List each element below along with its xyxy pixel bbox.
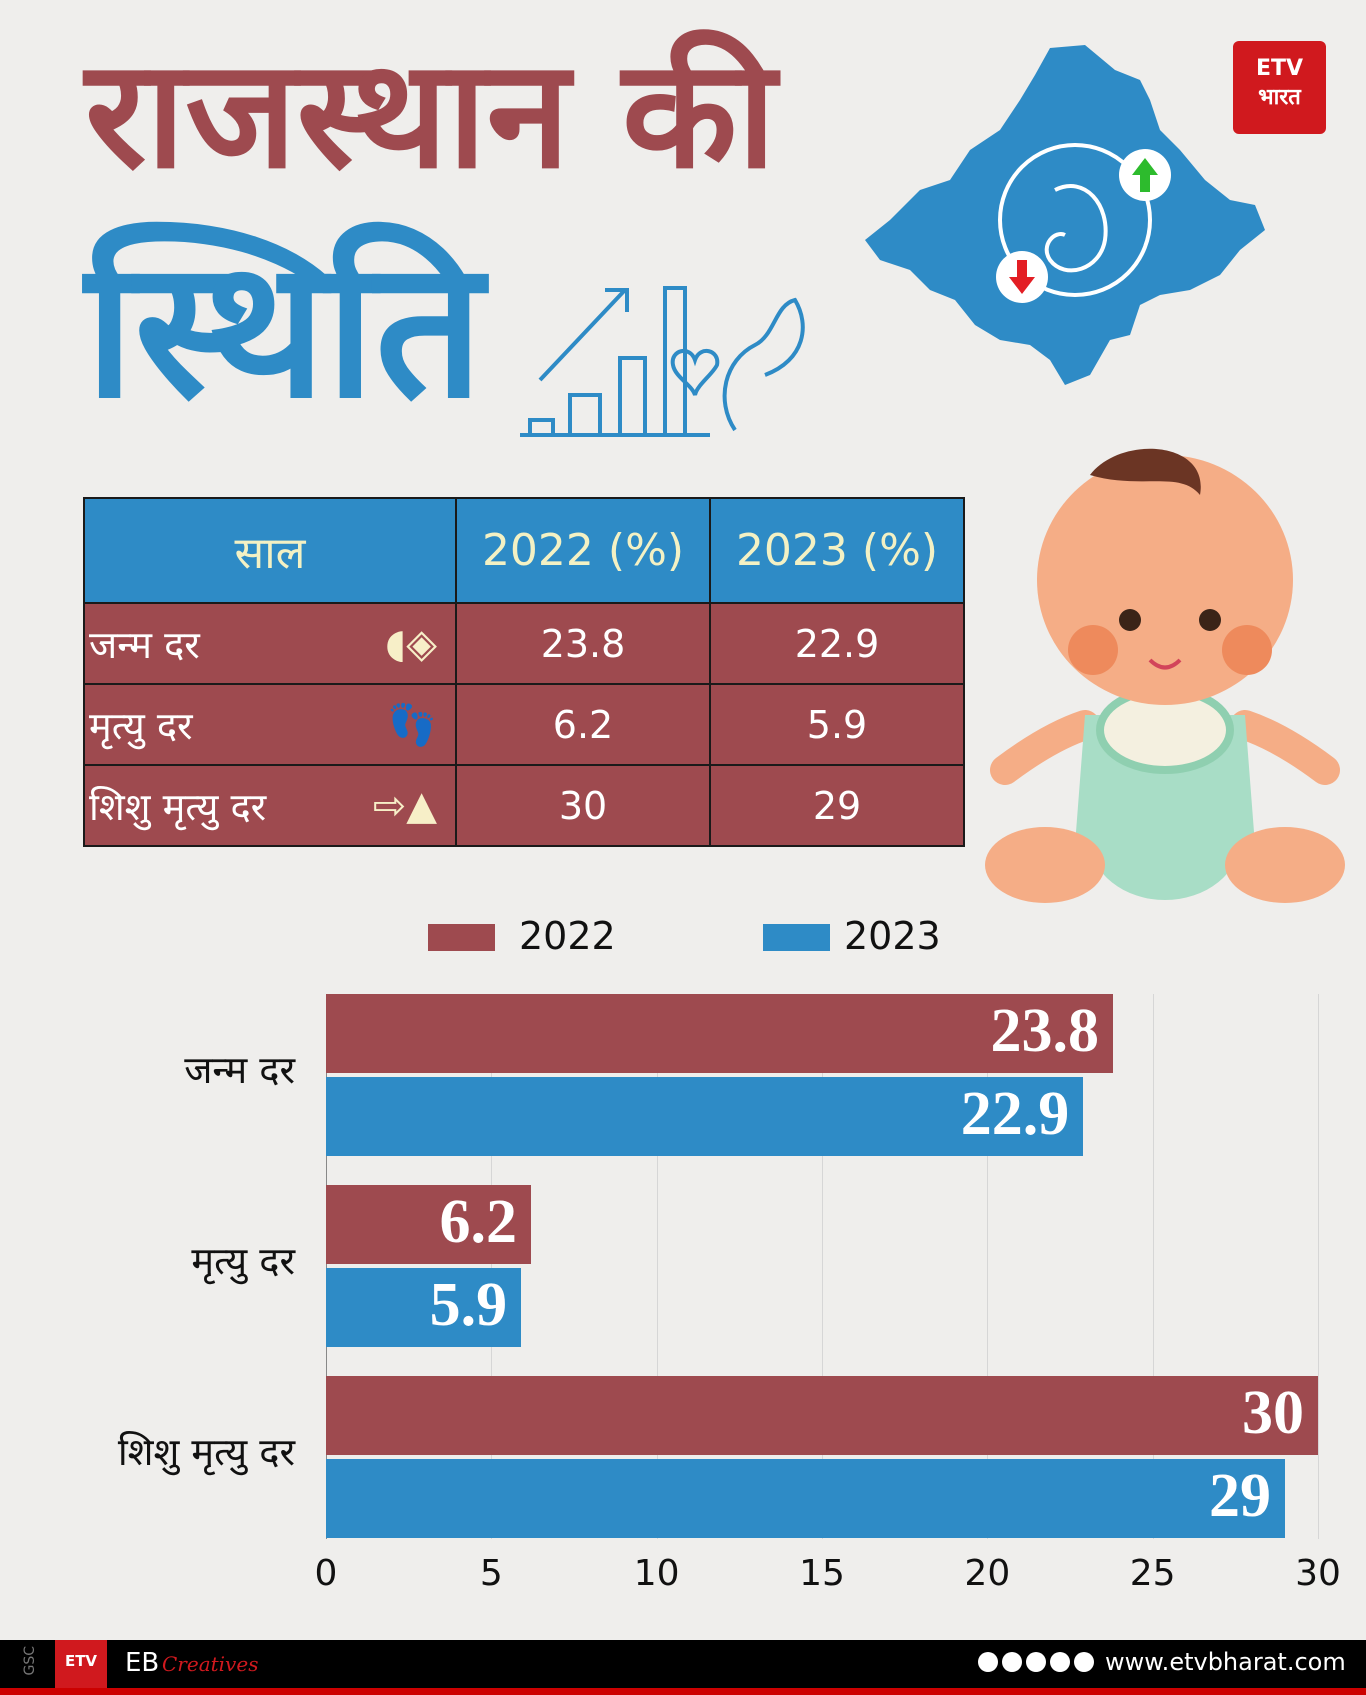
bar-2023 (326, 1459, 1285, 1538)
bar-value-label: 30 (1242, 1379, 1304, 1447)
cell-2022: 23.8 (455, 602, 711, 685)
baby-illustration (985, 448, 1345, 903)
x-tick-label: 0 (314, 1553, 338, 1594)
cell-2022: 6.2 (455, 683, 711, 766)
x-tick-label: 10 (633, 1553, 680, 1594)
gridline (656, 994, 658, 1539)
footer: GSC ETV EB Creatives www.etvbharat.com (0, 1640, 1366, 1688)
gridline (987, 994, 989, 1539)
footer-etv-logo: ETV (55, 1640, 107, 1688)
legend-label-2022: 2022 (519, 914, 616, 958)
feet-tag-icon: 👣 (387, 702, 437, 748)
title-line1: राजस्थान की (85, 28, 777, 202)
bar-value-label: 22.9 (960, 1080, 1070, 1148)
bar-2023 (326, 1077, 1084, 1156)
bar-value-label: 5.9 (429, 1271, 508, 1339)
legend-label-2023: 2023 (844, 914, 941, 958)
facebook-icon[interactable] (978, 1652, 998, 1672)
legend-swatch-2022 (428, 924, 495, 951)
bar-value-label: 29 (1208, 1462, 1271, 1530)
stroller-grave-icon: ⇨▲ (372, 782, 437, 829)
cell-2022: 30 (455, 764, 711, 847)
social-icons (978, 1652, 1094, 1672)
category-label: शिशु मृत्यु दर (117, 1430, 295, 1474)
category-label: मृत्यु दर (191, 1239, 295, 1283)
footer-brand: EB (125, 1648, 160, 1678)
footer-red-strip (0, 1688, 1366, 1695)
x-tick-label: 15 (799, 1553, 845, 1594)
x-icon[interactable] (1002, 1652, 1022, 1672)
header-year: साल (83, 497, 457, 604)
header-2023: 2023 (%) (709, 497, 965, 604)
youtube-icon[interactable] (1050, 1652, 1070, 1672)
whatsapp-icon[interactable] (1074, 1652, 1094, 1672)
x-tick-label: 5 (479, 1553, 503, 1594)
x-tick-label: 25 (1129, 1553, 1176, 1594)
pregnancy-icon: ◖◈ (385, 620, 437, 667)
cell-2023: 5.9 (709, 683, 965, 766)
gridline (822, 994, 823, 1539)
table-header-row: साल 2022 (%) 2023 (%) (83, 497, 965, 604)
row-label: शिशु मृत्यु दर (89, 784, 267, 829)
bar-value-label: 23.8 (990, 997, 1100, 1065)
bar-2023 (326, 1268, 522, 1347)
header-2022: 2022 (%) (455, 497, 711, 604)
etv-bharat-logo: ETV भारत (1233, 41, 1326, 134)
x-tick-label: 30 (1295, 1553, 1341, 1594)
gridline (491, 994, 493, 1539)
gridline (326, 994, 327, 1539)
row-label: मृत्यु दर (89, 703, 193, 748)
rajasthan-map (865, 45, 1265, 385)
table-row: जन्म दर ◖◈ 23.8 22.9 (83, 602, 965, 685)
bar-2022 (326, 1376, 1318, 1455)
cell-2023: 29 (709, 764, 965, 847)
footer-brand-script: Creatives (162, 1652, 259, 1676)
gridline (1152, 994, 1154, 1539)
footer-gsc: GSC (22, 1646, 38, 1676)
legend-swatch-2023 (763, 924, 830, 951)
title-line2: स्थिति (85, 219, 484, 440)
table-row: शिशु मृत्यु दर ⇨▲ 30 29 (83, 764, 965, 847)
gridline (1318, 994, 1319, 1539)
cell-2023: 22.9 (709, 602, 965, 685)
footer-url[interactable]: www.etvbharat.com (1105, 1648, 1346, 1676)
bar-value-label: 6.2 (439, 1188, 518, 1256)
instagram-icon[interactable] (1026, 1652, 1046, 1672)
category-label: जन्म दर (184, 1048, 295, 1092)
bar-2022 (326, 994, 1113, 1073)
growth-chart-icon (520, 286, 805, 437)
row-label: जन्म दर (89, 622, 200, 667)
bar-2022 (326, 1185, 531, 1264)
table-row: मृत्यु दर 👣 6.2 5.9 (83, 683, 965, 766)
x-tick-label: 20 (964, 1553, 1011, 1594)
stats-table: साल 2022 (%) 2023 (%) जन्म दर ◖◈ 23.8 22.9 … (83, 497, 965, 847)
